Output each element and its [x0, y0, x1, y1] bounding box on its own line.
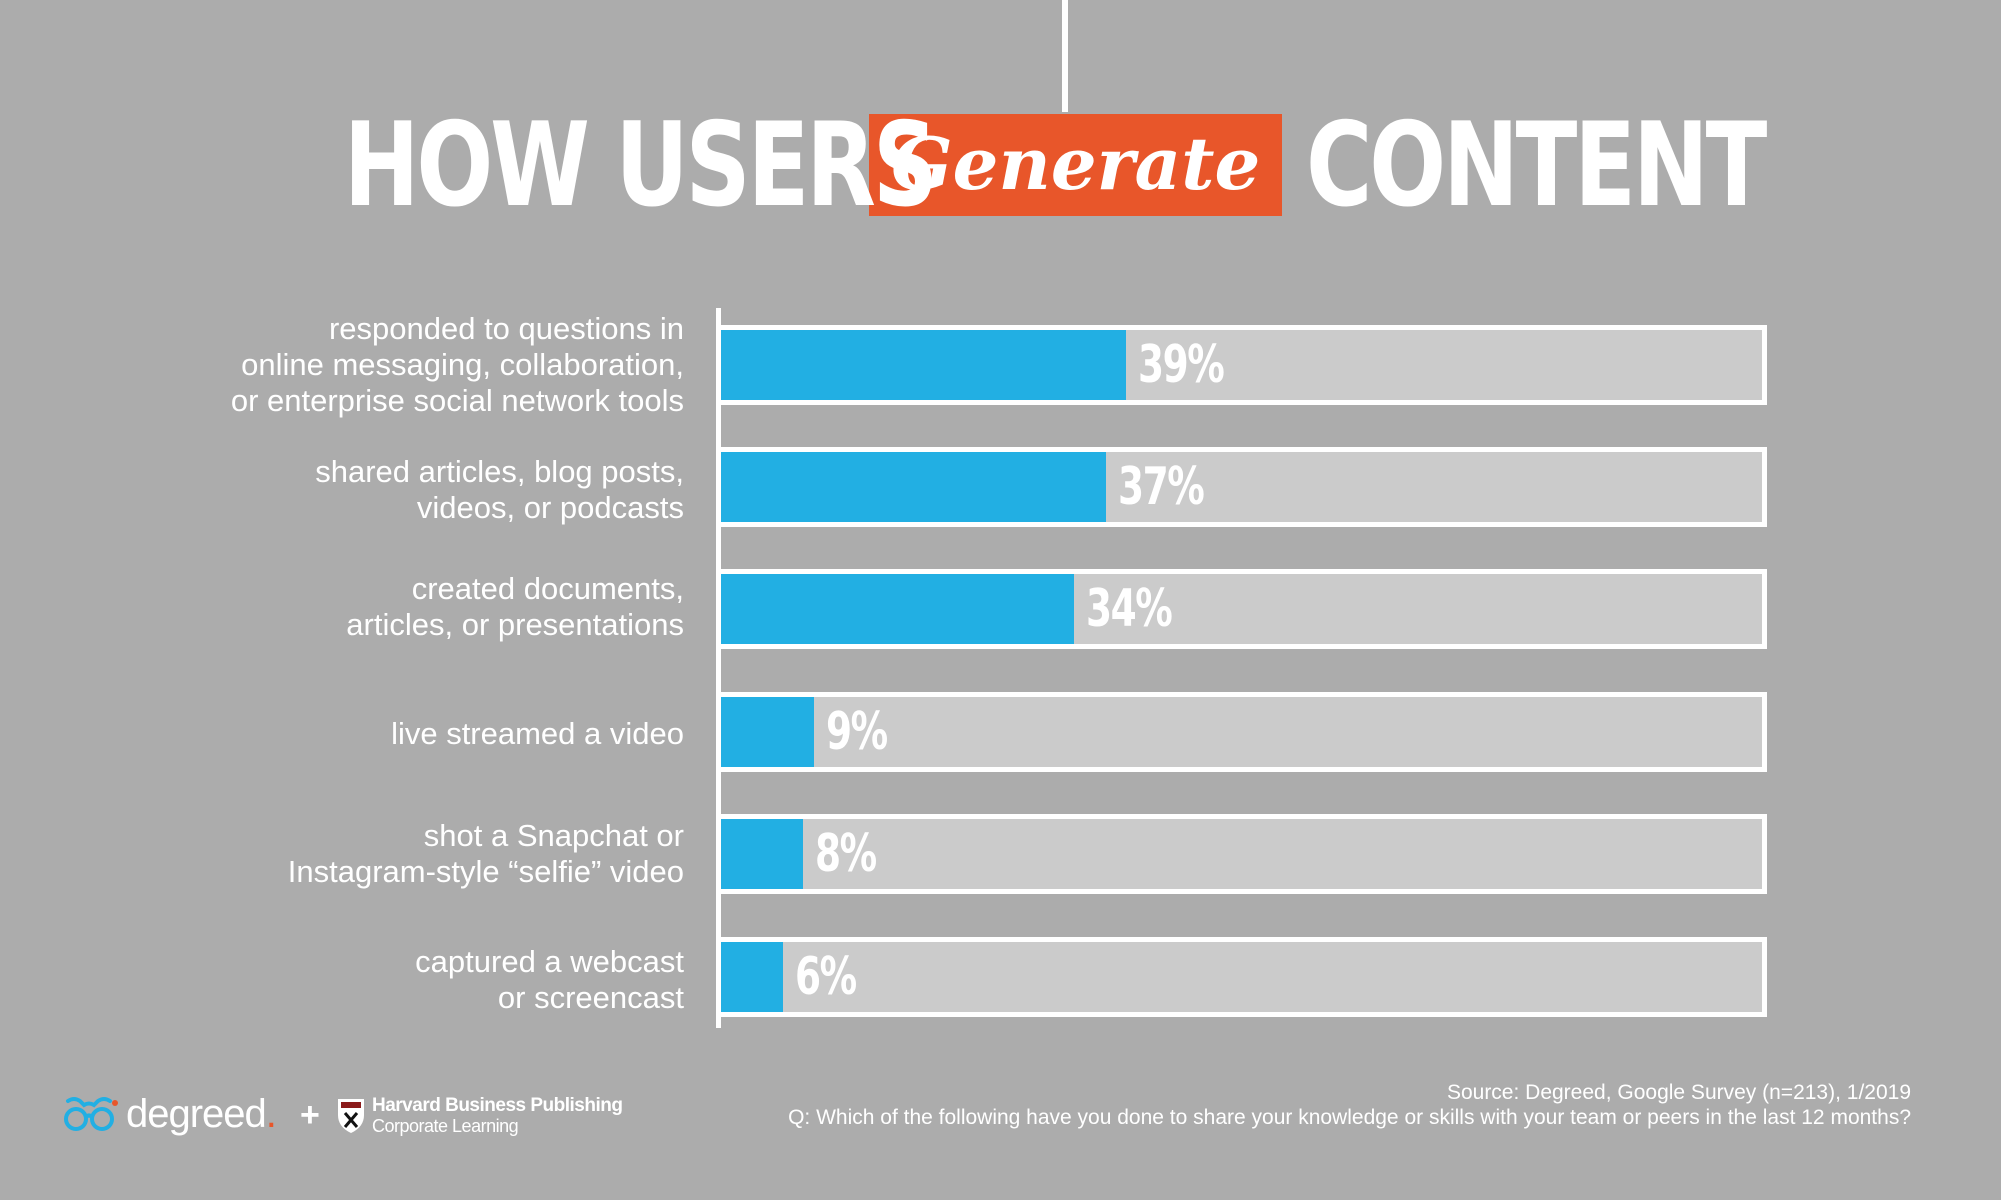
bar-label: responded to questions in online messagi…: [230, 311, 684, 418]
title-highlight: Generate: [869, 114, 1283, 216]
bar-value-label: 6%: [794, 947, 857, 1007]
hbp-logo: Harvard Business Publishing Corporate Le…: [336, 1095, 623, 1137]
bar: [720, 574, 1075, 644]
bar: [720, 452, 1106, 522]
hbp-line-1: Harvard Business Publishing: [372, 1095, 623, 1116]
hbp-logo-text: Harvard Business Publishing Corporate Le…: [372, 1095, 623, 1137]
shield-icon: [338, 1099, 364, 1133]
source-text: Source: Degreed, Google Survey (n=213), …: [1446, 1081, 1911, 1104]
survey-question: Q: Which of the following have you done …: [788, 1106, 1911, 1129]
bar-label: captured a webcast or screencast: [415, 944, 684, 1015]
title-left: HOW USERS: [344, 97, 938, 233]
bar-track: 6%: [720, 937, 1767, 1017]
bar: [720, 942, 783, 1012]
glasses-icon: [64, 1096, 118, 1131]
page-title: HOW USERS Generate CONTENT: [0, 97, 2001, 233]
bar-value-label: 37%: [1117, 457, 1205, 517]
bar-track: 8%: [720, 814, 1767, 894]
chart-axis-line: [716, 308, 721, 1028]
degreed-logo: degreed.: [60, 1092, 277, 1137]
bar-label: shared articles, blog posts, videos, or …: [315, 454, 684, 525]
bar-value-label: 9%: [825, 702, 888, 762]
bar: [720, 697, 814, 767]
bar-track: 9%: [720, 692, 1767, 772]
bar-value-label: 34%: [1086, 579, 1173, 639]
hbp-line-2: Corporate Learning: [372, 1116, 519, 1136]
bar-label: created documents, articles, or presenta…: [346, 571, 684, 642]
bar: [720, 330, 1127, 400]
degreed-logo-text: degreed: [126, 1092, 267, 1136]
bar-label: shot a Snapchat or Instagram-style “self…: [287, 818, 684, 889]
bar: [720, 819, 804, 889]
bar-label: live streamed a video: [391, 716, 684, 751]
title-right: CONTENT: [1306, 97, 1767, 233]
bar-value-label: 39%: [1138, 335, 1225, 395]
source-note: Source: Degreed, Google Survey (n=213), …: [788, 1080, 1911, 1130]
bar-track: 37%: [720, 447, 1767, 527]
top-divider-line: [1062, 0, 1068, 112]
plus-sign: +: [300, 1096, 320, 1134]
degreed-logo-dot: .: [265, 1092, 277, 1136]
bar-track: 34%: [720, 569, 1767, 649]
bar-track: 39%: [720, 325, 1767, 405]
bar-value-label: 8%: [815, 824, 877, 884]
